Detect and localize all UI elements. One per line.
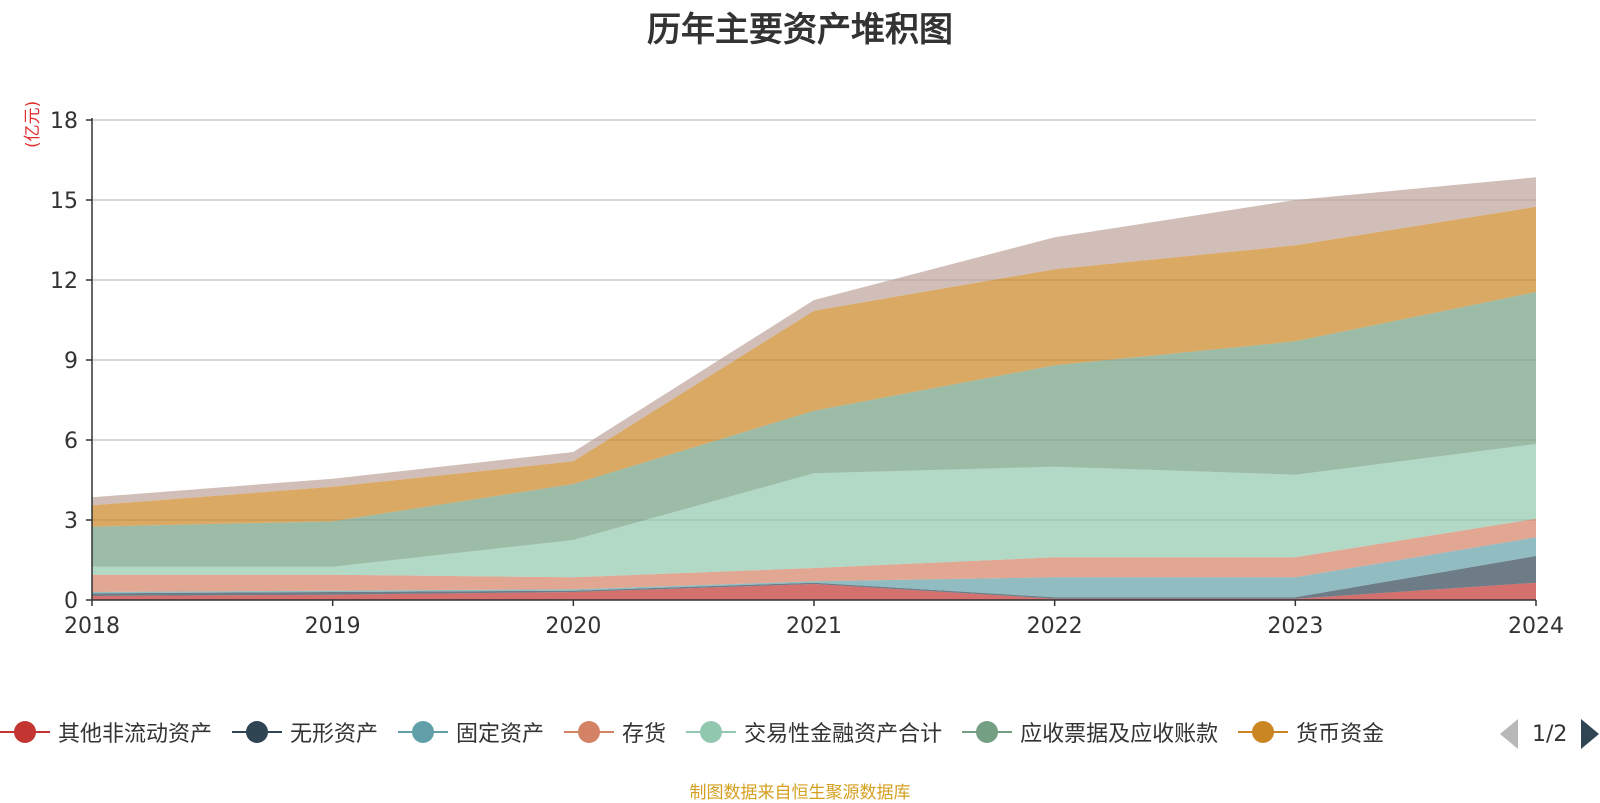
area-series-0	[92, 582, 1536, 600]
legend-label: 其他非流动资产	[58, 722, 213, 747]
legend-item[interactable]: 货币资金	[1238, 712, 1384, 752]
x-tick-label: 2021	[786, 614, 842, 639]
legend-item[interactable]: 固定资产	[398, 712, 544, 752]
chart-area: 0 3 6 9 12 15 18 2018 2019 2020 2021 2022 2023 2024	[50, 109, 1564, 639]
legend-item[interactable]: 交易性金融资产合计	[686, 712, 942, 752]
legend-label: 货币资金	[1296, 722, 1385, 747]
legend-marker-icon	[1238, 712, 1289, 752]
y-tick-label: 18	[50, 109, 78, 134]
legend-marker-icon	[398, 712, 449, 752]
legend-pager: 1/2	[1500, 718, 1600, 750]
legend-label: 无形资产	[290, 722, 379, 747]
x-tick-label: 2024	[1508, 614, 1564, 639]
data-source-note: 制图数据来自恒生聚源数据库	[689, 783, 911, 803]
legend-marker-icon	[962, 712, 1013, 752]
legend-label: 交易性金融资产合计	[744, 722, 943, 747]
legend-marker-icon	[0, 712, 50, 752]
legend-label: 固定资产	[456, 722, 545, 747]
legend-marker-icon	[232, 712, 283, 752]
area-series-1	[92, 556, 1536, 599]
area-series-2	[92, 537, 1536, 598]
y-tick-label: 15	[50, 189, 78, 214]
y-tick-label: 6	[64, 429, 78, 454]
area-series-6	[92, 206, 1536, 527]
area-series-3	[92, 518, 1536, 592]
x-tick-label: 2023	[1267, 614, 1323, 639]
legend-label: 存货	[622, 722, 667, 747]
legend-page-indicator: 1/2	[1532, 721, 1568, 747]
chart-title: 历年主要资产堆积图	[647, 10, 953, 50]
legend-item[interactable]: 无形资产	[232, 712, 378, 752]
y-axis-unit-label: (亿元)	[23, 100, 43, 148]
legend-marker-icon	[564, 712, 615, 752]
legend-label: 应收票据及应收账款	[1020, 722, 1219, 747]
legend: 其他非流动资产 无形资产 固定资产 存货 交易性金融资产合计 应收票据及应收账款 货币资金	[0, 712, 1600, 752]
area-series-5	[92, 292, 1536, 567]
legend-item[interactable]: 存货	[564, 712, 666, 752]
x-tick-label: 2019	[305, 614, 361, 639]
area-series-4	[92, 444, 1536, 578]
y-tick-label: 0	[64, 589, 78, 614]
legend-marker-icon	[686, 712, 737, 752]
y-tick-label: 12	[50, 269, 78, 294]
x-tick-label: 2018	[64, 614, 120, 639]
legend-prev-page-icon[interactable]	[1500, 719, 1518, 749]
legend-item[interactable]: 应收票据及应收账款	[962, 712, 1218, 752]
legend-item[interactable]: 其他非流动资产	[0, 712, 212, 752]
area-series-7	[92, 177, 1536, 506]
legend-next-page-icon[interactable]	[1581, 719, 1600, 749]
x-tick-label: 2022	[1027, 614, 1083, 639]
y-tick-label: 9	[64, 349, 78, 374]
y-axis-unit: (亿元)	[18, 100, 44, 172]
x-tick-label: 2020	[545, 614, 601, 639]
y-tick-label: 3	[64, 509, 78, 534]
